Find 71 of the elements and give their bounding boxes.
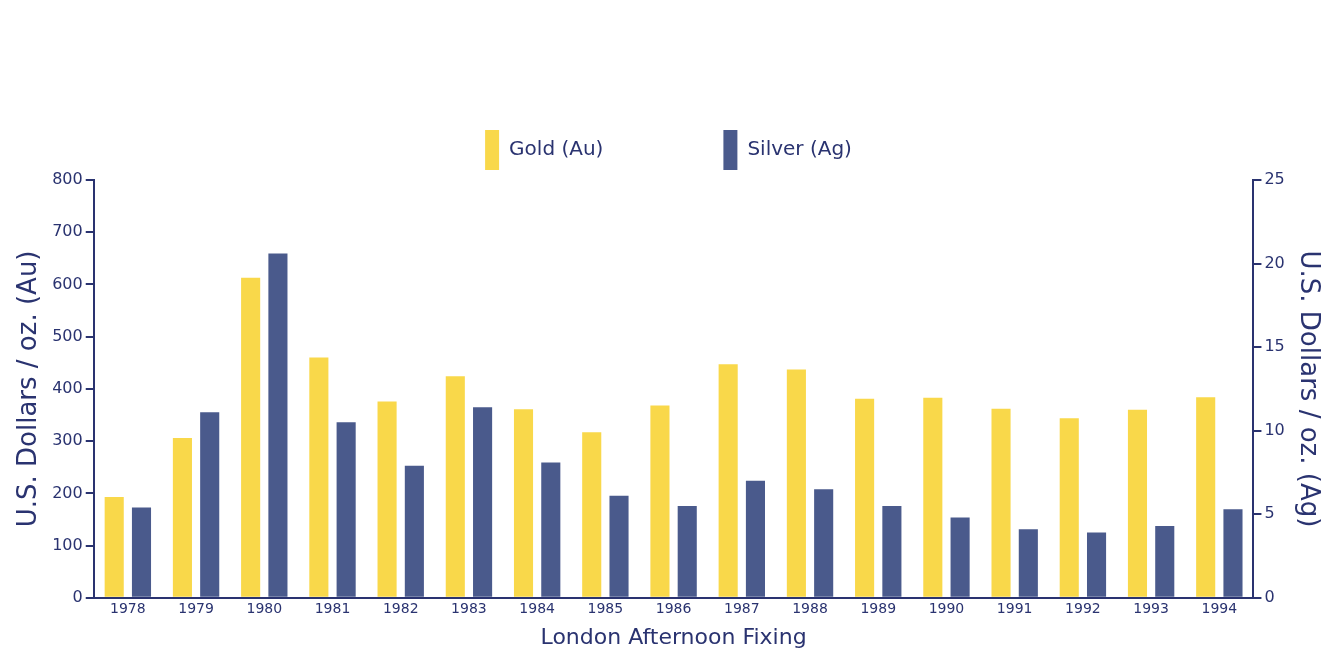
x-tick-label: 1983	[451, 599, 487, 616]
x-tick-label: 1987	[723, 599, 760, 616]
bar	[786, 369, 806, 597]
y2-tick-label: 20	[1264, 252, 1285, 272]
bar	[855, 398, 875, 597]
bar	[882, 505, 902, 597]
y2-tick-label: 10	[1264, 419, 1285, 439]
y-tick-label: 400	[52, 378, 83, 398]
bar	[473, 407, 493, 597]
bar	[718, 364, 738, 597]
bar	[404, 465, 424, 597]
bar	[1196, 397, 1216, 597]
bar	[1018, 529, 1038, 597]
bar	[241, 277, 261, 597]
y-tick-label: 100	[52, 534, 83, 554]
bar	[268, 253, 288, 597]
y-tick-label: 700	[52, 221, 83, 241]
legend-label: Gold (Au)	[509, 136, 604, 161]
y2-tick-label: 0	[1264, 586, 1275, 606]
bar	[923, 397, 943, 597]
x-tick-label: 1986	[655, 599, 692, 616]
y-tick-label: 300	[52, 430, 83, 450]
y2-tick-label: 25	[1264, 169, 1285, 189]
x-tick-label: 1980	[246, 599, 283, 616]
y2-tick-label: 15	[1264, 336, 1285, 356]
y2-axis-title: U.S. Dollars / oz. (Ag)	[1294, 250, 1325, 528]
y-tick-label: 200	[52, 482, 83, 502]
x-tick-label: 1982	[382, 599, 419, 616]
x-tick-label: 1978	[110, 599, 146, 616]
bar	[677, 505, 697, 597]
y-tick-label: 800	[52, 169, 83, 189]
bar	[991, 408, 1011, 597]
bar	[582, 432, 602, 597]
bar	[104, 497, 124, 597]
y-axis-title: U.S. Dollars / oz. (Au)	[12, 250, 43, 528]
x-tick-label: 1990	[928, 599, 965, 616]
bar	[541, 462, 561, 597]
bar	[309, 357, 329, 597]
bar	[609, 495, 629, 597]
x-tick-label: 1988	[792, 599, 828, 616]
bar	[950, 517, 970, 597]
x-tick-label: 1993	[1133, 599, 1169, 616]
x-tick-label: 1994	[1201, 599, 1238, 616]
bar	[814, 489, 834, 597]
bar	[200, 412, 220, 597]
bar	[1223, 509, 1243, 597]
x-axis-title: London Afternoon Fixing	[540, 623, 807, 649]
y-tick-label: 600	[52, 273, 83, 293]
bar	[513, 409, 534, 597]
bar	[1127, 409, 1148, 597]
x-tick-label: 1989	[860, 599, 897, 616]
bar	[445, 376, 465, 597]
bar	[745, 480, 765, 597]
bar	[131, 507, 152, 597]
x-tick-label: 1979	[178, 599, 214, 616]
x-tick-label: 1985	[587, 599, 624, 616]
bar	[1155, 525, 1175, 597]
bar	[377, 401, 397, 597]
y2-tick-label: 5	[1264, 503, 1275, 523]
x-tick-label: 1991	[996, 599, 1033, 616]
x-tick-label: 1984	[519, 599, 556, 616]
bar	[1059, 418, 1079, 597]
bar	[172, 437, 192, 597]
y-tick-label: 500	[52, 325, 83, 345]
x-tick-label: 1992	[1065, 599, 1101, 616]
legend-label: Silver (Ag)	[747, 136, 852, 161]
y-tick-label: 0	[72, 586, 83, 606]
bar	[1086, 532, 1107, 597]
bar	[650, 405, 670, 597]
bar	[336, 422, 356, 597]
x-tick-label: 1981	[314, 599, 351, 616]
